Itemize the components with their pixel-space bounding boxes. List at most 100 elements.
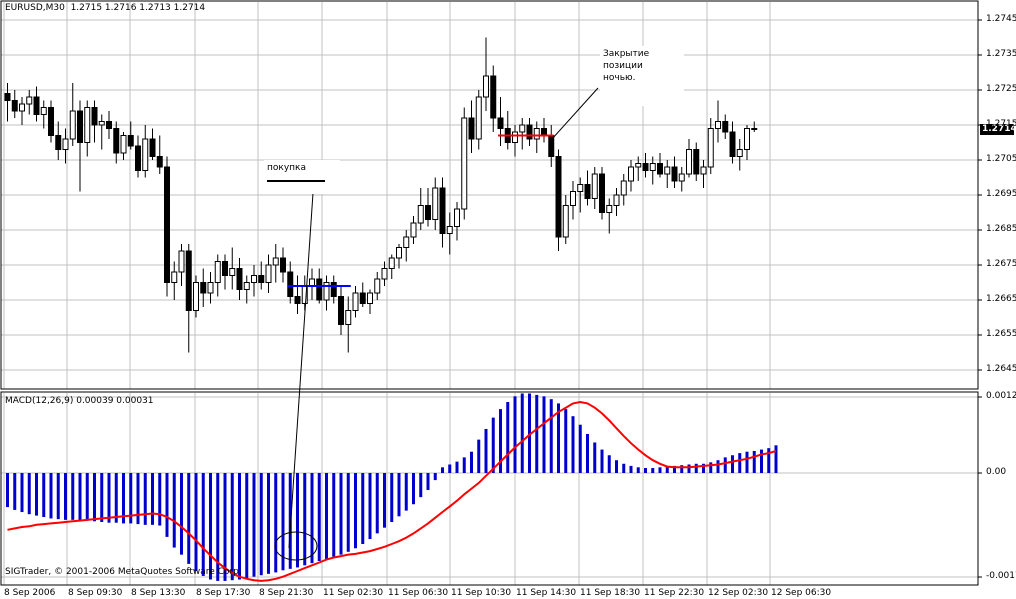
macd-bar: [470, 451, 473, 473]
macd-bar: [687, 464, 691, 473]
macd-bar: [296, 473, 299, 568]
macd-bar: [325, 473, 328, 559]
macd-bar: [694, 463, 698, 473]
candle-up: [483, 75, 489, 98]
macd-bar: [194, 473, 198, 571]
candle-down: [584, 184, 591, 199]
time-tick-label: 11 Sep 22:30: [644, 588, 705, 598]
price-grid: [1, 2, 982, 389]
close-annotation-line-3: ночью.: [603, 73, 636, 83]
candle-up: [309, 278, 315, 287]
macd-bar: [49, 473, 53, 519]
candle-down: [439, 187, 446, 234]
candle-down: [548, 135, 555, 157]
time-tick-label: 11 Sep 06:30: [388, 588, 449, 598]
candle-up: [207, 282, 214, 294]
macd-bar: [151, 473, 154, 525]
macd-bar: [346, 473, 350, 552]
macd-bar: [433, 473, 437, 481]
buy-annotation: покупка: [264, 160, 340, 194]
price-tick-label: 1.2705: [986, 154, 1016, 164]
candle-down: [91, 107, 98, 126]
candle-up: [98, 121, 105, 126]
candle-up: [446, 226, 453, 234]
candle-down: [316, 278, 323, 301]
candle-up: [352, 292, 359, 311]
candle-down: [468, 117, 475, 140]
candle-up: [251, 275, 257, 283]
macd-bar: [180, 473, 183, 555]
candle-up: [417, 205, 424, 224]
macd-bar: [56, 473, 60, 520]
candle-down: [729, 131, 736, 157]
price-tick-label: 1.2715: [986, 119, 1016, 129]
macd-bar: [397, 473, 401, 517]
macd-bar: [230, 473, 234, 581]
candle-up: [381, 268, 388, 280]
close-pointer-line: [551, 87, 599, 140]
macd-tick-label: 0.00: [986, 467, 1007, 477]
macd-bar: [484, 428, 488, 473]
candle-down: [258, 275, 265, 283]
chart-frames: [0, 0, 979, 586]
symbol-label: EURUSD,M30 1.2715 1.2716 1.2713 1.2714: [5, 3, 206, 13]
macd-bar: [201, 473, 205, 576]
price-tick-label: 1.2695: [986, 189, 1016, 199]
candle-down: [642, 163, 649, 171]
candle-down: [330, 282, 337, 297]
candle-up: [171, 271, 178, 283]
macd-bar: [644, 468, 647, 473]
macd-bar: [78, 473, 82, 521]
macd-bar: [455, 461, 459, 473]
ohlc-values: 1.2715 1.2716 1.2713 1.2714: [70, 3, 206, 13]
macd-bar: [252, 473, 256, 577]
candle-up: [410, 222, 417, 238]
macd-grid: [1, 393, 982, 585]
candle-up: [345, 310, 352, 325]
time-tick-label: 12 Sep 02:30: [708, 588, 769, 598]
candle-down: [722, 121, 729, 133]
candle-up: [606, 205, 613, 213]
candle-up: [533, 128, 540, 140]
candle-up: [570, 191, 576, 206]
macd-bar: [745, 451, 749, 473]
macd-bar: [593, 442, 597, 473]
candle-up: [700, 166, 707, 175]
candle-up: [591, 173, 598, 199]
macd-bar: [223, 473, 227, 581]
candle-down: [657, 163, 663, 175]
macd-bar: [491, 417, 495, 473]
macd-histogram: [6, 393, 778, 581]
macd-bar: [462, 457, 466, 473]
candle-up: [512, 131, 518, 143]
price-tick-label: 1.2745: [986, 14, 1016, 24]
macd-bar: [665, 466, 669, 473]
candle-up: [736, 149, 743, 157]
macd-bar: [114, 473, 118, 523]
macd-bar: [499, 409, 502, 473]
candle-down: [127, 135, 134, 147]
candle-up: [323, 282, 330, 301]
candle-down: [106, 121, 112, 129]
macd-bar: [390, 473, 394, 522]
macd-bar: [93, 473, 96, 522]
candle-down: [490, 75, 497, 119]
candle-up: [715, 121, 721, 129]
candle-down: [156, 156, 163, 168]
price-tick-label: 1.2725: [986, 84, 1016, 94]
buy-annotation-underline: [267, 180, 325, 182]
candle-up: [265, 264, 272, 283]
candle-up: [635, 163, 642, 168]
candle-down: [294, 296, 301, 304]
candle-down: [236, 268, 243, 290]
macd-bar: [528, 393, 531, 473]
candle-up: [62, 138, 69, 150]
macd-bar: [738, 453, 742, 473]
macd-bar: [187, 473, 191, 564]
candle-down: [541, 128, 547, 136]
macd-bar: [368, 473, 372, 540]
macd-bar: [731, 455, 734, 473]
time-tick-label: 8 Sep 17:30: [196, 588, 251, 598]
current-price-label: 1.2714: [982, 124, 1016, 134]
